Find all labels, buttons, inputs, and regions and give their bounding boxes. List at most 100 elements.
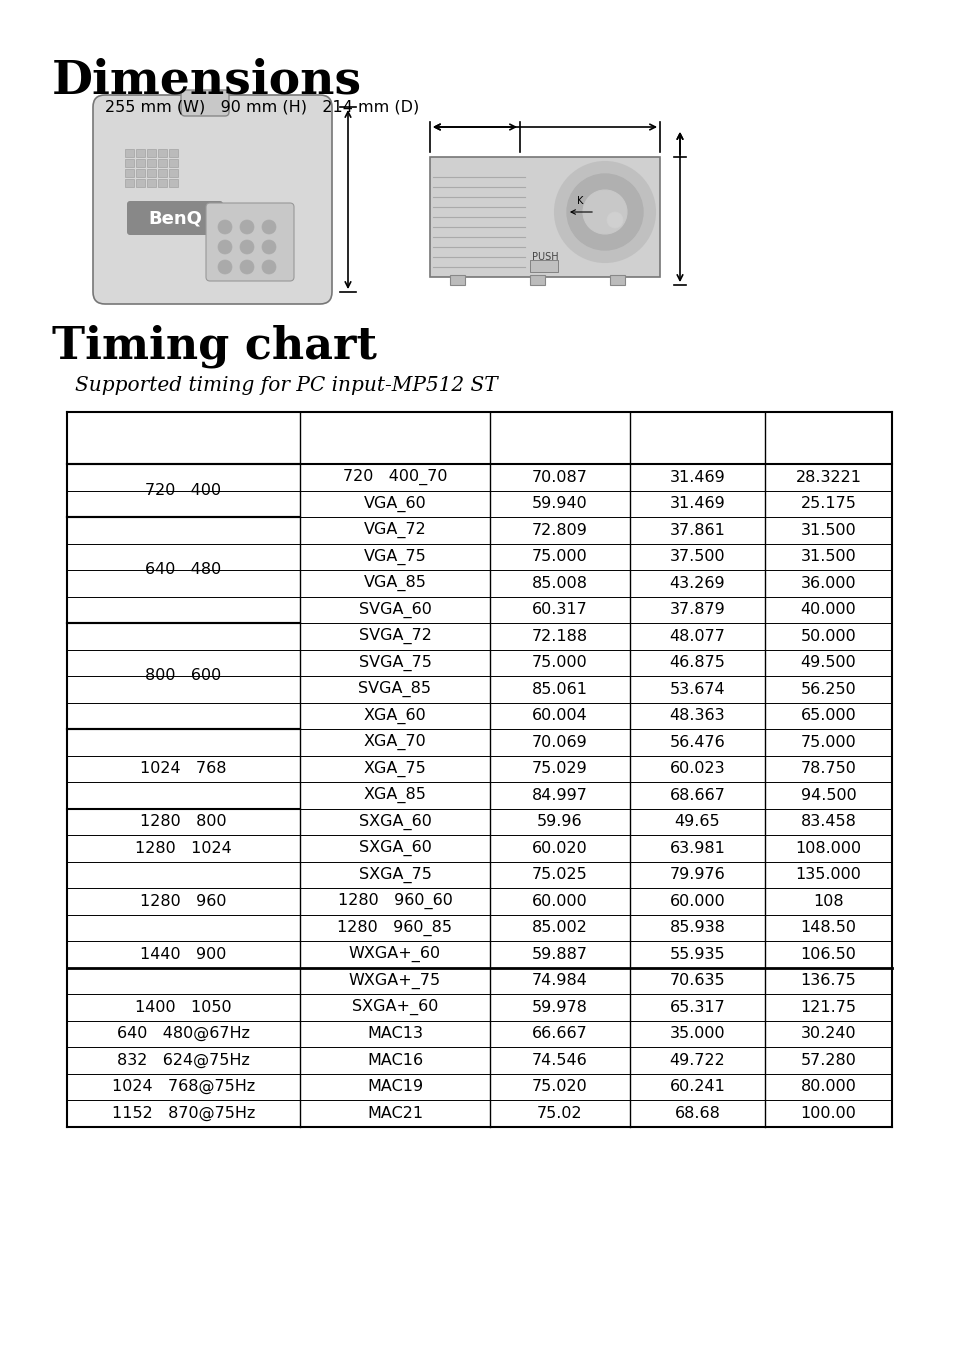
Text: 56.476: 56.476 — [669, 734, 724, 750]
Text: SVGA_85: SVGA_85 — [358, 681, 431, 698]
Text: 1024   768: 1024 768 — [140, 761, 227, 776]
Text: 43.269: 43.269 — [669, 576, 724, 591]
Text: 53.674: 53.674 — [669, 681, 724, 696]
Circle shape — [262, 260, 275, 274]
Text: 75.000: 75.000 — [800, 734, 856, 750]
Bar — [169, 178, 178, 187]
Text: 75.025: 75.025 — [532, 867, 587, 883]
Text: 36.000: 36.000 — [800, 576, 856, 591]
Text: 66.667: 66.667 — [532, 1026, 587, 1041]
Text: 60.317: 60.317 — [532, 602, 587, 618]
Text: 25.175: 25.175 — [800, 496, 856, 511]
Text: 1152   870@75Hz: 1152 870@75Hz — [112, 1106, 254, 1121]
Text: SXGA+_60: SXGA+_60 — [352, 999, 437, 1015]
Text: BenQ: BenQ — [148, 210, 202, 227]
Text: 85.002: 85.002 — [532, 921, 587, 936]
Text: SVGA_72: SVGA_72 — [358, 629, 431, 645]
Text: 85.938: 85.938 — [669, 921, 724, 936]
Text: 1280   960_60: 1280 960_60 — [337, 894, 452, 910]
Circle shape — [555, 162, 655, 262]
Text: 75.000: 75.000 — [532, 656, 587, 671]
Bar — [158, 169, 167, 177]
Text: 79.976: 79.976 — [669, 867, 724, 883]
Text: 720   400: 720 400 — [145, 483, 221, 498]
Text: 60.020: 60.020 — [532, 841, 587, 856]
Text: 80.000: 80.000 — [800, 1079, 856, 1094]
Bar — [136, 149, 145, 157]
Text: 35.000: 35.000 — [669, 1026, 724, 1041]
Text: 40.000: 40.000 — [800, 602, 856, 618]
Text: 65.317: 65.317 — [669, 999, 724, 1015]
FancyBboxPatch shape — [206, 203, 294, 281]
Text: 83.458: 83.458 — [800, 814, 856, 829]
Circle shape — [582, 191, 626, 234]
Text: 135.000: 135.000 — [795, 867, 861, 883]
Bar — [158, 178, 167, 187]
Bar — [125, 160, 133, 168]
Text: 59.887: 59.887 — [532, 946, 587, 961]
Text: 59.978: 59.978 — [532, 999, 587, 1015]
Circle shape — [262, 220, 275, 234]
Text: 74.984: 74.984 — [532, 973, 587, 988]
Text: Timing chart: Timing chart — [52, 324, 376, 368]
Text: 800   600: 800 600 — [145, 668, 221, 684]
Bar — [136, 178, 145, 187]
Text: 1440   900: 1440 900 — [140, 946, 227, 961]
Text: 75.000: 75.000 — [532, 549, 587, 564]
Text: MAC13: MAC13 — [367, 1026, 422, 1041]
Text: 48.363: 48.363 — [669, 708, 724, 723]
Text: 68.68: 68.68 — [674, 1106, 720, 1121]
Bar — [450, 274, 464, 285]
Circle shape — [262, 241, 275, 254]
Text: 59.940: 59.940 — [532, 496, 587, 511]
Text: 1280   960: 1280 960 — [140, 894, 227, 909]
Text: 1024   768@75Hz: 1024 768@75Hz — [112, 1079, 254, 1094]
FancyBboxPatch shape — [181, 91, 229, 116]
Text: 121.75: 121.75 — [800, 999, 856, 1015]
Text: 832   624@75Hz: 832 624@75Hz — [117, 1053, 250, 1068]
FancyBboxPatch shape — [127, 201, 223, 235]
Text: MAC21: MAC21 — [367, 1106, 422, 1121]
Text: XGA_70: XGA_70 — [363, 734, 426, 750]
Text: 75.029: 75.029 — [532, 761, 587, 776]
Text: 63.981: 63.981 — [669, 841, 724, 856]
Text: XGA_75: XGA_75 — [363, 761, 426, 777]
Text: 72.809: 72.809 — [532, 523, 587, 538]
Text: VGA_60: VGA_60 — [363, 496, 426, 512]
Text: 31.469: 31.469 — [669, 496, 724, 511]
Text: 148.50: 148.50 — [800, 921, 856, 936]
Bar — [530, 260, 558, 272]
Text: 55.935: 55.935 — [669, 946, 724, 961]
Text: 106.50: 106.50 — [800, 946, 856, 961]
Text: 84.997: 84.997 — [532, 788, 587, 803]
Circle shape — [566, 174, 642, 250]
Text: 48.077: 48.077 — [669, 629, 724, 644]
Text: 37.879: 37.879 — [669, 602, 724, 618]
Text: 94.500: 94.500 — [800, 788, 856, 803]
Text: 1280   1024: 1280 1024 — [135, 841, 232, 856]
Text: 65.000: 65.000 — [800, 708, 856, 723]
Bar — [136, 160, 145, 168]
Text: 37.500: 37.500 — [669, 549, 724, 564]
Text: 46.875: 46.875 — [669, 656, 724, 671]
Text: 31.500: 31.500 — [800, 523, 856, 538]
Text: 68.667: 68.667 — [669, 788, 724, 803]
Text: SVGA_75: SVGA_75 — [358, 654, 431, 671]
Text: Supported timing for PC input-MP512 ST: Supported timing for PC input-MP512 ST — [75, 376, 497, 395]
Text: 49.722: 49.722 — [669, 1053, 724, 1068]
Text: VGA_75: VGA_75 — [363, 549, 426, 565]
Bar — [530, 274, 544, 285]
Text: 60.000: 60.000 — [669, 894, 724, 909]
Text: SVGA_60: SVGA_60 — [358, 602, 431, 618]
Text: 640   480@67Hz: 640 480@67Hz — [117, 1026, 250, 1041]
Text: 49.65: 49.65 — [674, 814, 720, 829]
Text: 31.469: 31.469 — [669, 469, 724, 485]
Bar — [136, 169, 145, 177]
FancyBboxPatch shape — [92, 95, 332, 304]
Bar — [125, 178, 133, 187]
Bar — [158, 160, 167, 168]
Circle shape — [218, 220, 232, 234]
Text: 60.004: 60.004 — [532, 708, 587, 723]
Circle shape — [218, 260, 232, 274]
Circle shape — [240, 241, 253, 254]
